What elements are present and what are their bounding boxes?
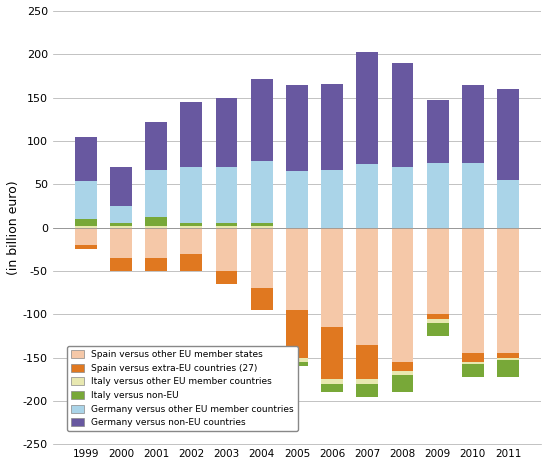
Bar bbox=[427, 314, 448, 319]
Bar bbox=[215, 227, 237, 271]
Bar bbox=[215, 167, 237, 223]
Bar bbox=[251, 223, 272, 226]
Bar bbox=[391, 167, 413, 227]
Bar bbox=[180, 226, 202, 227]
Bar bbox=[251, 226, 272, 227]
Bar bbox=[286, 85, 308, 171]
Bar bbox=[286, 357, 308, 362]
Bar bbox=[75, 219, 96, 226]
Legend: Spain versus other EU member states, Spain versus extra-EU countries (27), Italy: Spain versus other EU member states, Spa… bbox=[67, 346, 298, 431]
Bar bbox=[356, 344, 378, 379]
Bar bbox=[75, 137, 96, 181]
Bar bbox=[180, 254, 202, 271]
Bar bbox=[497, 357, 519, 360]
Bar bbox=[251, 288, 272, 310]
Bar bbox=[427, 319, 448, 323]
Bar bbox=[462, 364, 484, 377]
Bar bbox=[286, 171, 308, 227]
Bar bbox=[286, 362, 308, 366]
Bar bbox=[75, 245, 96, 249]
Bar bbox=[497, 353, 519, 357]
Bar bbox=[110, 258, 132, 271]
Bar bbox=[180, 223, 202, 226]
Bar bbox=[427, 227, 448, 314]
Bar bbox=[251, 161, 272, 223]
Bar bbox=[391, 375, 413, 392]
Bar bbox=[180, 102, 202, 167]
Bar bbox=[321, 379, 343, 384]
Bar bbox=[427, 323, 448, 336]
Bar bbox=[356, 227, 378, 344]
Bar bbox=[321, 171, 343, 227]
Bar bbox=[497, 360, 519, 377]
Bar bbox=[427, 163, 448, 227]
Bar bbox=[215, 226, 237, 227]
Bar bbox=[462, 85, 484, 163]
Bar bbox=[75, 227, 96, 245]
Bar bbox=[321, 327, 343, 379]
Bar bbox=[462, 227, 484, 353]
Bar bbox=[145, 217, 167, 226]
Bar bbox=[75, 181, 96, 219]
Bar bbox=[110, 226, 132, 227]
Bar bbox=[286, 310, 308, 357]
Bar bbox=[391, 370, 413, 375]
Bar bbox=[286, 227, 308, 310]
Bar bbox=[462, 353, 484, 362]
Bar bbox=[356, 384, 378, 397]
Bar bbox=[251, 227, 272, 288]
Bar bbox=[215, 223, 237, 226]
Bar bbox=[391, 362, 413, 370]
Bar bbox=[110, 227, 132, 258]
Bar bbox=[497, 227, 519, 353]
Bar bbox=[356, 164, 378, 227]
Bar bbox=[180, 167, 202, 223]
Bar bbox=[110, 167, 132, 206]
Bar bbox=[462, 163, 484, 227]
Bar bbox=[462, 362, 484, 364]
Bar bbox=[180, 227, 202, 254]
Bar bbox=[427, 100, 448, 163]
Bar bbox=[321, 384, 343, 392]
Bar bbox=[110, 206, 132, 223]
Bar bbox=[110, 223, 132, 226]
Bar bbox=[75, 226, 96, 227]
Bar bbox=[356, 379, 378, 384]
Bar bbox=[321, 227, 343, 327]
Bar bbox=[497, 89, 519, 180]
Bar bbox=[215, 271, 237, 284]
Bar bbox=[321, 84, 343, 171]
Bar bbox=[145, 170, 167, 217]
Bar bbox=[145, 227, 167, 258]
Bar bbox=[145, 226, 167, 227]
Bar bbox=[391, 63, 413, 167]
Bar bbox=[391, 227, 413, 362]
Bar bbox=[497, 180, 519, 227]
Bar bbox=[215, 97, 237, 167]
Bar bbox=[356, 52, 378, 164]
Bar bbox=[145, 122, 167, 170]
Y-axis label: (in billion euro): (in billion euro) bbox=[7, 180, 20, 275]
Bar bbox=[145, 258, 167, 271]
Bar bbox=[251, 79, 272, 161]
